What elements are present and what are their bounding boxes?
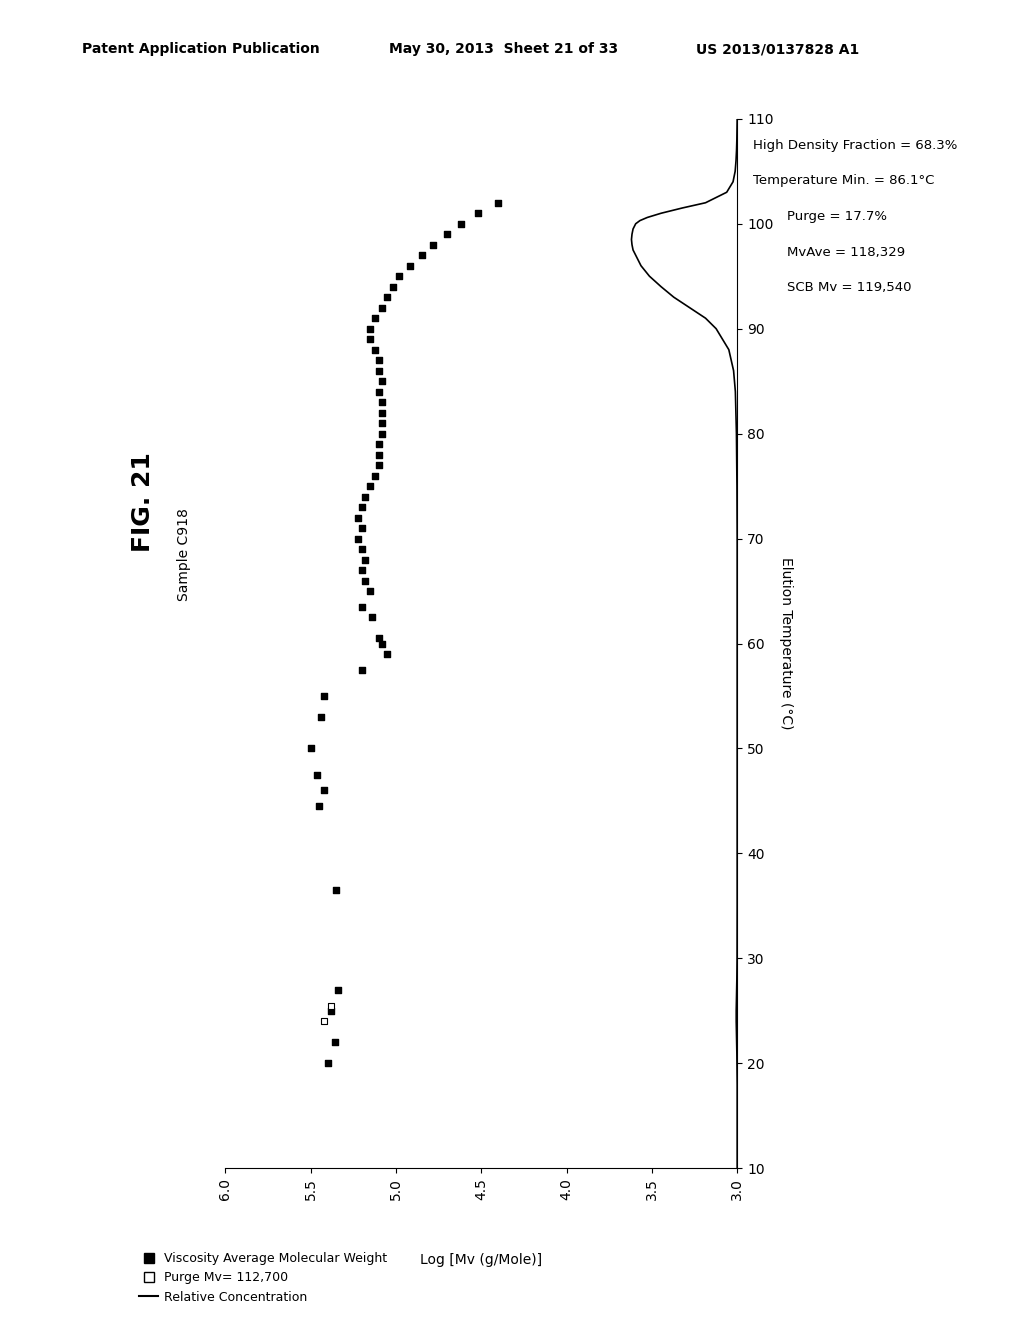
Point [319,1053,336,1074]
Point [391,265,408,286]
Point [323,1001,339,1022]
Point [371,444,387,465]
Text: FIG. 21: FIG. 21 [131,451,156,552]
Text: May 30, 2013  Sheet 21 of 33: May 30, 2013 Sheet 21 of 33 [389,42,618,57]
Text: Patent Application Publication: Patent Application Publication [82,42,319,57]
Point [357,486,374,507]
Point [362,329,379,350]
Point [353,517,370,539]
Point [470,203,486,224]
Point [371,433,387,454]
Point [368,465,384,486]
Point [374,632,390,653]
Point [368,308,384,329]
Point [425,234,441,255]
Text: Sample C918: Sample C918 [177,508,191,601]
Point [371,350,387,371]
Point [357,549,374,570]
Point [316,1011,333,1032]
Text: MvAve = 118,329: MvAve = 118,329 [753,246,905,259]
Point [353,496,370,517]
Point [414,244,430,265]
Point [362,318,379,339]
Point [374,297,390,318]
Point [350,507,367,528]
Point [353,560,370,581]
Point [371,360,387,381]
Point [379,643,395,664]
Point [453,213,469,235]
Point [384,276,400,297]
Point [490,193,507,214]
X-axis label: Log [Mv (g/Mole)]: Log [Mv (g/Mole)] [420,1253,543,1267]
Y-axis label: Elution Temperature (°C): Elution Temperature (°C) [779,557,793,730]
Point [371,381,387,403]
Text: High Density Fraction = 68.3%: High Density Fraction = 68.3% [753,139,957,152]
Point [309,764,326,785]
Point [328,879,344,900]
Point [374,413,390,434]
Point [374,392,390,413]
Text: SCB Mv = 119,540: SCB Mv = 119,540 [753,281,911,294]
Point [316,685,333,706]
Point [302,738,318,759]
Point [379,286,395,308]
Point [371,454,387,475]
Text: Purge = 17.7%: Purge = 17.7% [753,210,887,223]
Point [323,995,339,1016]
Point [439,223,456,244]
Point [374,371,390,392]
Point [374,422,390,444]
Point [353,539,370,560]
Point [327,1032,343,1053]
Point [368,339,384,360]
Point [371,628,387,649]
Point [311,796,328,817]
Point [364,607,380,628]
Point [316,780,333,801]
Text: US 2013/0137828 A1: US 2013/0137828 A1 [696,42,859,57]
Point [353,659,370,680]
Point [330,979,346,1001]
Point [362,475,379,496]
Text: Temperature Min. = 86.1°C: Temperature Min. = 86.1°C [753,174,934,187]
Point [350,528,367,549]
Legend: Viscosity Average Molecular Weight, Purge Mv= 112,700, Relative Concentration: Viscosity Average Molecular Weight, Purg… [139,1253,387,1304]
Point [353,597,370,618]
Point [312,706,329,727]
Point [362,581,379,602]
Point [401,255,418,276]
Point [374,403,390,424]
Point [357,570,374,591]
